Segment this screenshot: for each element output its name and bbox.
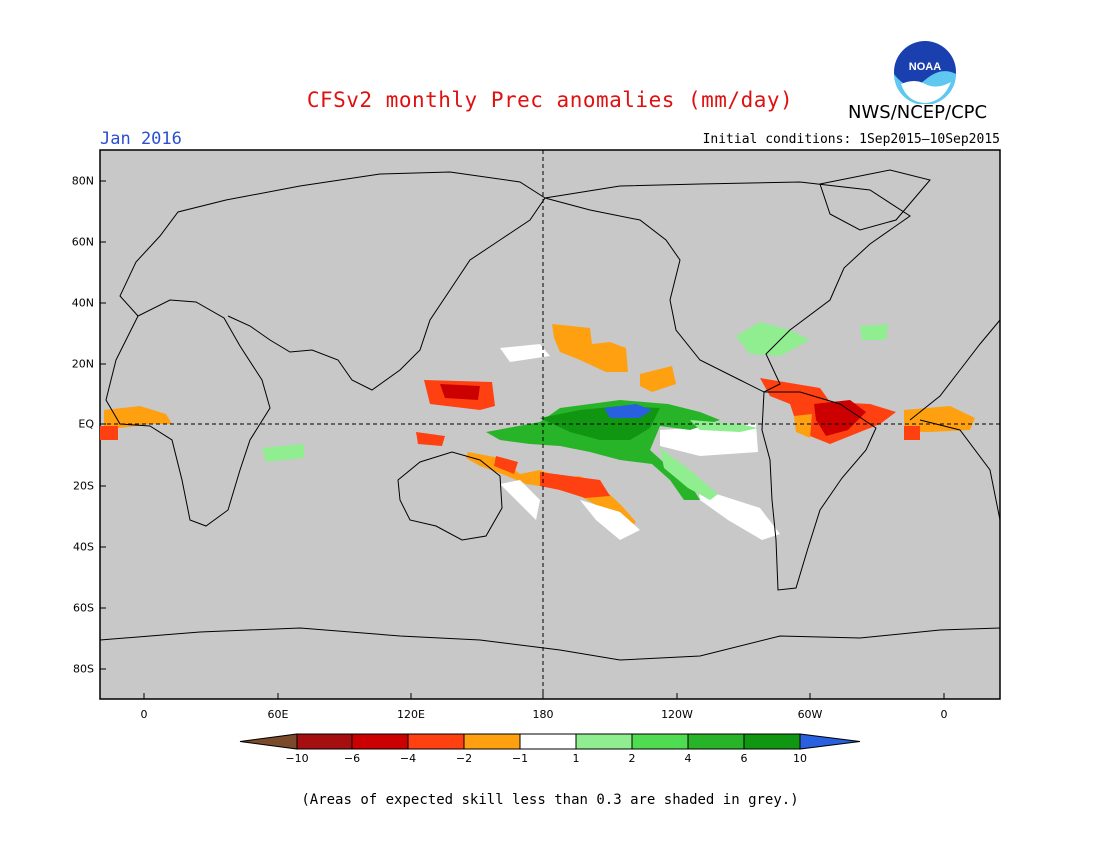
colorbar-label: 2 bbox=[628, 752, 636, 765]
colorbar-label: 4 bbox=[684, 752, 692, 765]
lat-label: 80S bbox=[73, 662, 94, 676]
lat-label: 40S bbox=[73, 540, 94, 554]
lat-label: EQ bbox=[78, 417, 94, 431]
colorbar-segment bbox=[463, 733, 521, 750]
lon-label: 60E bbox=[267, 708, 289, 721]
colorbar-segment bbox=[575, 733, 633, 750]
colorbar-segment bbox=[519, 733, 577, 750]
colorbar-label: 10 bbox=[793, 752, 807, 765]
initial-conditions: Initial conditions: 1Sep2015–10Sep2015 bbox=[702, 132, 1000, 147]
lon-label: 120W bbox=[661, 708, 693, 721]
lat-label: 40N bbox=[71, 296, 94, 310]
colorbar-label: −1 bbox=[511, 752, 529, 765]
noaa-logo-icon: NOAA bbox=[894, 41, 956, 104]
colorbar-right-arrow bbox=[799, 733, 861, 750]
lat-label: 20N bbox=[71, 357, 94, 371]
lon-label: 60W bbox=[797, 708, 823, 721]
colorbar-segment bbox=[631, 733, 689, 750]
lat-label: 80N bbox=[71, 174, 94, 188]
noaa-logo-text: NOAA bbox=[909, 61, 941, 73]
lat-label: 60S bbox=[73, 601, 94, 615]
colorbar-label: −2 bbox=[455, 752, 473, 765]
colorbar-segment bbox=[743, 733, 801, 750]
chart-title: CFSv2 monthly Prec anomalies (mm/day) bbox=[306, 88, 794, 112]
lon-label: 0 bbox=[940, 708, 948, 721]
lon-label: 0 bbox=[140, 708, 148, 721]
lon-label: 180 bbox=[532, 708, 554, 721]
colorbar-label: −4 bbox=[399, 752, 417, 765]
colorbar-segment bbox=[687, 733, 745, 750]
forecast-month: Jan 2016 bbox=[100, 129, 182, 149]
lon-label: 120E bbox=[397, 708, 425, 721]
colorbar-segment bbox=[296, 733, 353, 750]
colorbar-label: 1 bbox=[572, 752, 580, 765]
colorbar-label: −10 bbox=[285, 752, 309, 765]
lat-label: 20S bbox=[73, 479, 94, 493]
colorbar-left-arrow bbox=[239, 733, 298, 750]
agency-label: NWS/NCEP/CPC bbox=[848, 102, 988, 123]
anomaly-shading bbox=[100, 322, 975, 540]
colorbar-segment bbox=[351, 733, 409, 750]
skill-note: (Areas of expected skill less than 0.3 a… bbox=[301, 792, 799, 808]
colorbar-label: 6 bbox=[740, 752, 748, 765]
colorbar-segment bbox=[407, 733, 465, 750]
lat-label: 60N bbox=[71, 235, 94, 249]
coastlines bbox=[99, 169, 1001, 661]
colorbar-label: −6 bbox=[343, 752, 361, 765]
